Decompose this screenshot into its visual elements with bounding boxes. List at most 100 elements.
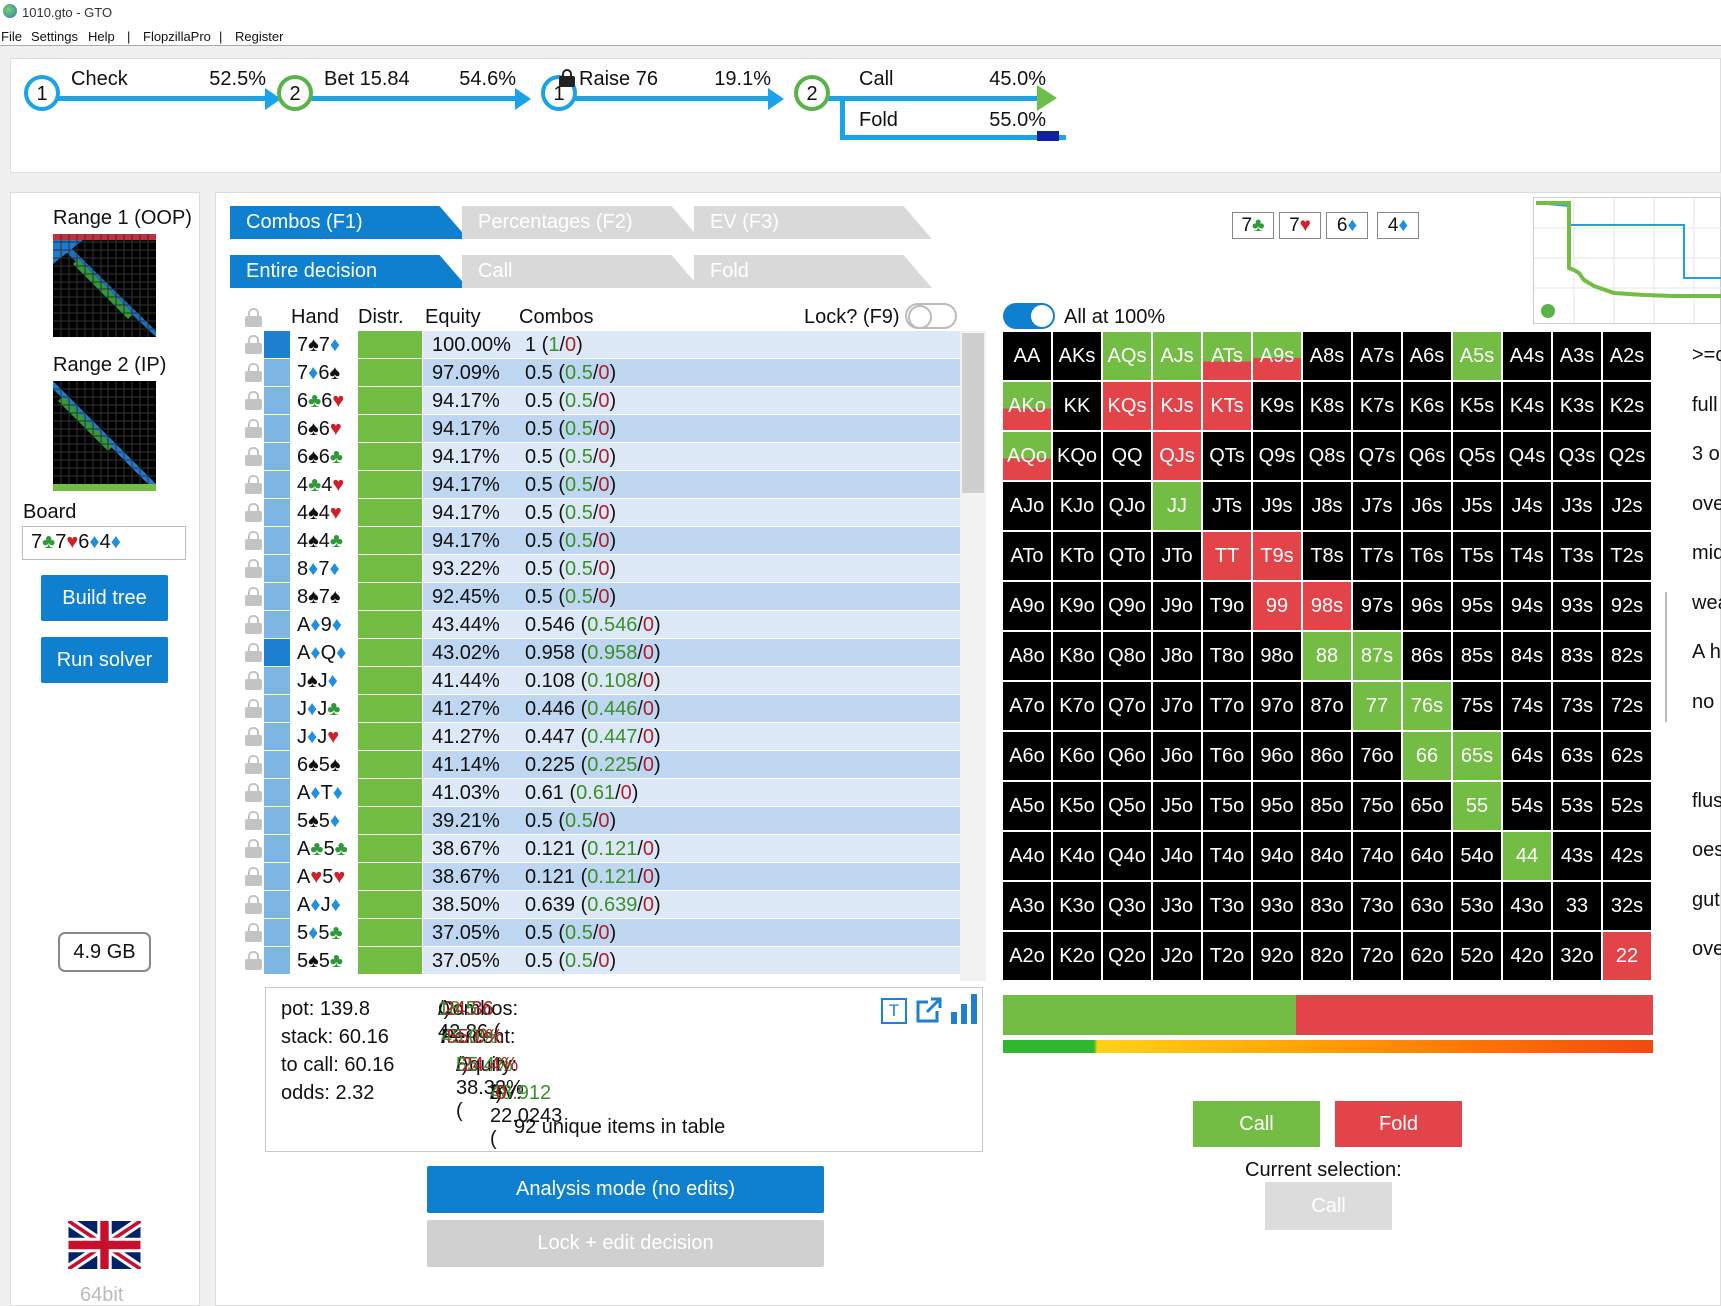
matrix-cell-J7s[interactable]: J7s <box>1353 482 1401 530</box>
row-select-box[interactable] <box>264 891 290 918</box>
row-lock-icon[interactable] <box>245 867 262 886</box>
build-tree-button[interactable]: Build tree <box>41 575 168 621</box>
table-row[interactable]: J♦J♣ 41.27% 0.446 (0.446/0) <box>242 695 960 723</box>
row-lock-icon[interactable] <box>245 643 262 662</box>
matrix-cell-T4s[interactable]: T4s <box>1503 532 1551 580</box>
matrix-cell-T8s[interactable]: T8s <box>1303 532 1351 580</box>
row-lock-icon[interactable] <box>245 559 262 578</box>
col-combos[interactable]: Combos <box>519 306 594 328</box>
matrix-cell-AQs[interactable]: AQs <box>1103 332 1151 380</box>
matrix-cell-A4s[interactable]: A4s <box>1503 332 1551 380</box>
tree-action-raise[interactable]: Raise 76 <box>579 68 658 90</box>
matrix-cell-72o[interactable]: 72o <box>1353 932 1401 980</box>
row-select-box[interactable] <box>264 527 290 554</box>
matrix-cell-52s[interactable]: 52s <box>1603 782 1651 830</box>
matrix-cell-T7s[interactable]: T7s <box>1353 532 1401 580</box>
matrix-cell-T3o[interactable]: T3o <box>1203 882 1251 930</box>
matrix-cell-J6o[interactable]: J6o <box>1153 732 1201 780</box>
table-row[interactable]: A♦Q♦ 43.02% 0.958 (0.958/0) <box>242 639 960 667</box>
row-lock-icon[interactable] <box>245 839 262 858</box>
row-select-box[interactable] <box>264 387 290 414</box>
row-select-box[interactable] <box>264 555 290 582</box>
tab-call[interactable]: Call <box>462 255 700 288</box>
matrix-cell-KJo[interactable]: KJo <box>1053 482 1101 530</box>
matrix-cell-32o[interactable]: 32o <box>1553 932 1601 980</box>
matrix-cell-33[interactable]: 33 <box>1553 882 1601 930</box>
matrix-cell-J8o[interactable]: J8o <box>1153 632 1201 680</box>
row-select-box[interactable] <box>264 723 290 750</box>
tree-action-bet[interactable]: Bet 15.84 <box>324 68 410 90</box>
menu-help[interactable]: Help <box>88 29 115 44</box>
matrix-cell-92o[interactable]: 92o <box>1253 932 1301 980</box>
matrix-cell-Q7s[interactable]: Q7s <box>1353 432 1401 480</box>
matrix-cell-T4o[interactable]: T4o <box>1203 832 1251 880</box>
row-lock-icon[interactable] <box>245 727 262 746</box>
language-flag-icon[interactable] <box>65 1217 144 1273</box>
matrix-cell-J4o[interactable]: J4o <box>1153 832 1201 880</box>
tab-ev[interactable]: EV (F3) <box>694 206 932 239</box>
menu-register[interactable]: Register <box>235 29 284 44</box>
matrix-cell-J5s[interactable]: J5s <box>1453 482 1501 530</box>
row-lock-icon[interactable] <box>245 951 262 970</box>
row-select-box[interactable] <box>264 443 290 470</box>
table-row[interactable]: A♣5♣ 38.67% 0.121 (0.121/0) <box>242 835 960 863</box>
matrix-cell-Q2o[interactable]: Q2o <box>1103 932 1151 980</box>
table-row[interactable]: J♠J♦ 41.44% 0.108 (0.108/0) <box>242 667 960 695</box>
matrix-cell-KTo[interactable]: KTo <box>1053 532 1101 580</box>
matrix-cell-95s[interactable]: 95s <box>1453 582 1501 630</box>
matrix-cell-74s[interactable]: 74s <box>1503 682 1551 730</box>
row-select-box[interactable] <box>264 359 290 386</box>
matrix-cell-K4o[interactable]: K4o <box>1053 832 1101 880</box>
matrix-cell-83s[interactable]: 83s <box>1553 632 1601 680</box>
matrix-cell-T7o[interactable]: T7o <box>1203 682 1251 730</box>
matrix-cell-A7s[interactable]: A7s <box>1353 332 1401 380</box>
matrix-cell-J5o[interactable]: J5o <box>1153 782 1201 830</box>
tab-percentages[interactable]: Percentages (F2) <box>462 206 700 239</box>
matrix-cell-T9o[interactable]: T9o <box>1203 582 1251 630</box>
table-row[interactable]: 6♠6♥ 94.17% 0.5 (0.5/0) <box>242 415 960 443</box>
table-row[interactable]: 7♠7♦ 100.00% 1 (1/0) <box>242 331 960 359</box>
row-select-box[interactable] <box>264 807 290 834</box>
matrix-cell-K8s[interactable]: K8s <box>1303 382 1351 430</box>
matrix-cell-Q8o[interactable]: Q8o <box>1103 632 1151 680</box>
table-row[interactable]: A♦9♦ 43.44% 0.546 (0.546/0) <box>242 611 960 639</box>
matrix-cell-97o[interactable]: 97o <box>1253 682 1301 730</box>
matrix-cell-Q8s[interactable]: Q8s <box>1303 432 1351 480</box>
matrix-cell-98s[interactable]: 98s <box>1303 582 1351 630</box>
table-row[interactable]: 4♠4♥ 94.17% 0.5 (0.5/0) <box>242 499 960 527</box>
matrix-cell-42o[interactable]: 42o <box>1503 932 1551 980</box>
row-lock-icon[interactable] <box>245 755 262 774</box>
lock-toggle[interactable] <box>905 303 957 329</box>
row-lock-icon[interactable] <box>245 419 262 438</box>
matrix-cell-Q6o[interactable]: Q6o <box>1103 732 1151 780</box>
matrix-cell-K9s[interactable]: K9s <box>1253 382 1301 430</box>
row-select-box[interactable] <box>264 611 290 638</box>
table-row[interactable]: J♦J♥ 41.27% 0.447 (0.447/0) <box>242 723 960 751</box>
matrix-cell-A8s[interactable]: A8s <box>1303 332 1351 380</box>
matrix-cell-J9o[interactable]: J9o <box>1153 582 1201 630</box>
row-select-box[interactable] <box>264 667 290 694</box>
matrix-cell-94o[interactable]: 94o <box>1253 832 1301 880</box>
matrix-cell-54o[interactable]: 54o <box>1453 832 1501 880</box>
matrix-cell-Q4o[interactable]: Q4o <box>1103 832 1151 880</box>
matrix-cell-93s[interactable]: 93s <box>1553 582 1601 630</box>
matrix-cell-85o[interactable]: 85o <box>1303 782 1351 830</box>
matrix-cell-QJs[interactable]: QJs <box>1153 432 1201 480</box>
matrix-cell-84o[interactable]: 84o <box>1303 832 1351 880</box>
matrix-cell-K3o[interactable]: K3o <box>1053 882 1101 930</box>
bar-chart-icon[interactable] <box>951 994 979 1024</box>
row-lock-icon[interactable] <box>245 391 262 410</box>
matrix-cell-K4s[interactable]: K4s <box>1503 382 1551 430</box>
matrix-cell-76o[interactable]: 76o <box>1353 732 1401 780</box>
matrix-cell-96o[interactable]: 96o <box>1253 732 1301 780</box>
lock-all-icon[interactable] <box>245 308 262 327</box>
range2-thumbnail[interactable] <box>53 381 156 491</box>
tree-node-player2[interactable]: 2 <box>794 75 830 111</box>
matrix-cell-A2s[interactable]: A2s <box>1603 332 1651 380</box>
matrix-cell-86o[interactable]: 86o <box>1303 732 1351 780</box>
matrix-cell-63s[interactable]: 63s <box>1553 732 1601 780</box>
matrix-cell-76s[interactable]: 76s <box>1403 682 1451 730</box>
row-select-box[interactable] <box>264 751 290 778</box>
matrix-cell-A4o[interactable]: A4o <box>1003 832 1051 880</box>
row-select-box[interactable] <box>264 583 290 610</box>
